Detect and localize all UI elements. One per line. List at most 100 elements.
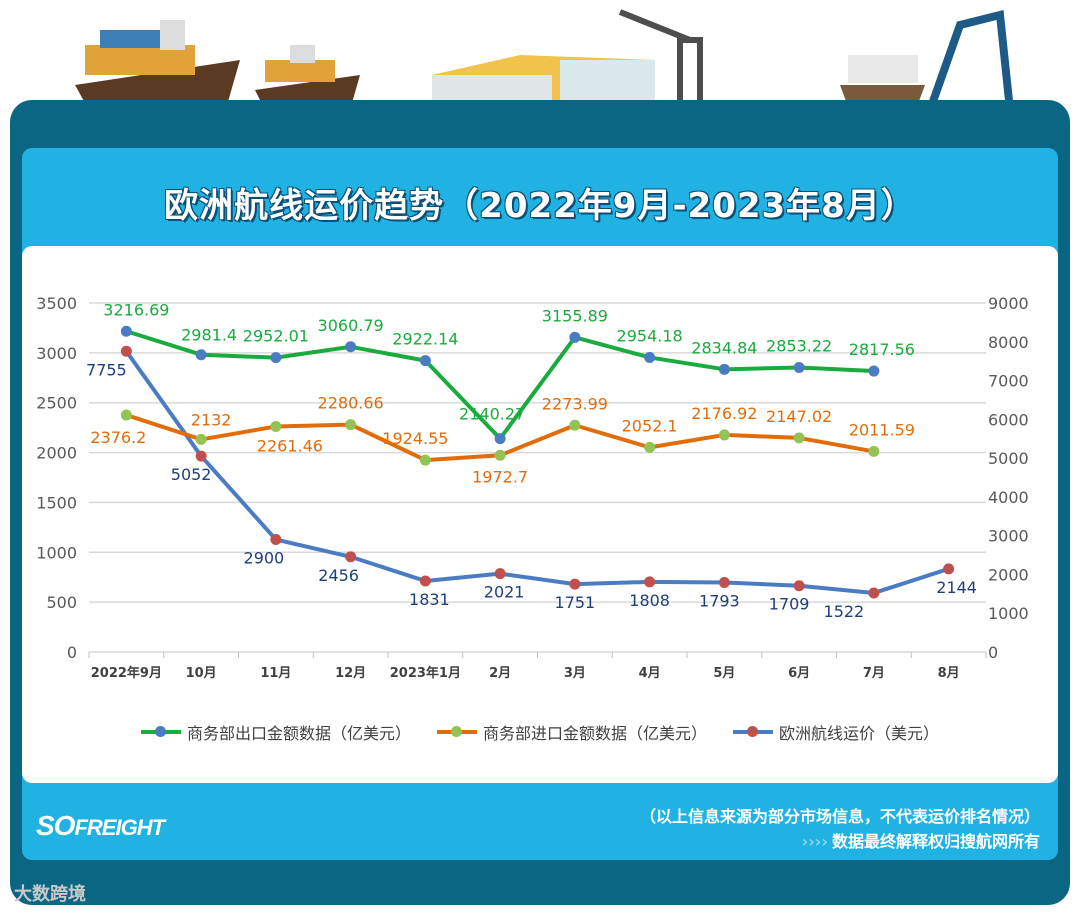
- data-point: [868, 587, 880, 599]
- data-label: 2834.84: [691, 338, 757, 357]
- x-axis-tick: 4月: [639, 666, 661, 681]
- data-label: 2456: [318, 566, 359, 585]
- data-point: [718, 363, 730, 375]
- data-point: [419, 355, 431, 367]
- data-point: [345, 341, 357, 353]
- x-axis-tick: 11月: [260, 666, 291, 681]
- legend-item: 商务部出口金额数据（亿美元）: [140, 720, 411, 744]
- crane-icon: [618, 9, 703, 110]
- watermark: 大数跨境: [14, 884, 86, 905]
- scallop-bump: [460, 862, 481, 876]
- right-axis-tick: 6000: [988, 410, 1029, 429]
- data-label: 2176.92: [691, 404, 757, 423]
- right-axis-tick: 9000: [988, 294, 1029, 313]
- series-line: [124, 350, 950, 595]
- data-point: [569, 331, 581, 343]
- x-axis-tick: 7月: [863, 666, 885, 681]
- x-axis-tick: 2022年9月: [91, 665, 162, 681]
- scallop-bump: [321, 862, 341, 876]
- data-point: [120, 409, 132, 421]
- legend-swatch: [436, 726, 477, 737]
- left-axis-tick: 1500: [36, 493, 77, 512]
- data-label: 2900: [244, 549, 285, 568]
- chart-title: 欧洲航线运价趋势（2022年9月-2023年8月）: [164, 186, 916, 226]
- legend-label: 欧洲航线运价（美元）: [779, 724, 940, 743]
- x-axis-tick: 2月: [489, 666, 511, 681]
- scallop-bump: [646, 862, 667, 876]
- scallop-bump: [228, 862, 248, 876]
- data-label: 1522: [824, 602, 865, 621]
- legend-label: 商务部出口金额数据（亿美元）: [186, 724, 411, 743]
- data-point: [494, 568, 506, 580]
- right-axis-tick: 0: [988, 643, 998, 662]
- right-axis-tick: 8000: [988, 333, 1029, 352]
- data-point: [868, 445, 880, 457]
- source-note: （以上信息来源为部分市场信息，不代表运价排名情况）: [639, 807, 1040, 826]
- data-point: [644, 351, 656, 363]
- data-label: 2376.2: [90, 428, 146, 447]
- data-point: [195, 349, 207, 361]
- data-label: 2052.1: [622, 416, 678, 435]
- left-axis-tick: 1000: [36, 543, 77, 562]
- data-point: [195, 450, 207, 462]
- data-point: [644, 576, 656, 588]
- scallop-bump: [367, 862, 388, 876]
- left-axis-tick: 2000: [36, 444, 77, 463]
- right-axis-tick: 7000: [988, 372, 1029, 391]
- legend-swatch: [733, 726, 773, 737]
- data-point: [718, 429, 730, 441]
- data-label: 2011.59: [849, 420, 915, 439]
- sofreight-logo: SOFREIGHT: [36, 810, 165, 841]
- x-axis-tick: 3月: [564, 666, 586, 681]
- scallop-bump: [507, 862, 527, 876]
- data-point: [569, 578, 581, 590]
- scallop-bump: [832, 862, 853, 876]
- scallop-bump: [925, 862, 946, 876]
- copyright-text: 数据最终解释权归搜航网所有: [831, 832, 1040, 851]
- x-axis-tick: 8月: [938, 666, 960, 681]
- data-point: [419, 575, 431, 587]
- right-axis-tick: 4000: [988, 488, 1029, 507]
- data-label: 2922.14: [392, 330, 458, 349]
- data-point: [494, 449, 506, 461]
- data-point: [793, 361, 805, 373]
- data-point: [793, 432, 805, 444]
- x-axis-tick: 5月: [713, 666, 735, 681]
- data-point: [419, 454, 431, 466]
- data-point: [270, 421, 282, 433]
- scallop-bump: [42, 862, 62, 876]
- data-point: [494, 433, 506, 445]
- scallop-bump: [879, 862, 899, 876]
- arrows-icon: ››››: [801, 832, 828, 851]
- right-axis-tick: 2000: [988, 565, 1029, 584]
- scallop-bump: [135, 862, 155, 876]
- left-axis-tick: 2500: [36, 394, 77, 413]
- data-label: 5052: [171, 465, 212, 484]
- data-label: 1709: [769, 595, 810, 614]
- data-label: 2954.18: [617, 326, 683, 345]
- data-label: 1831: [409, 590, 450, 609]
- data-point: [270, 534, 282, 546]
- left-axis-tick: 0: [67, 643, 77, 662]
- x-axis-tick: 10月: [186, 666, 217, 681]
- scallop-bump: [1018, 862, 1039, 876]
- legend-item: 商务部进口金额数据（亿美元）: [436, 720, 707, 744]
- scallop-bump: [739, 862, 760, 876]
- data-label: 1793: [699, 591, 740, 610]
- data-label: 2817.56: [849, 340, 915, 359]
- copyright-note: ›››› 数据最终解释权归搜航网所有: [802, 828, 1040, 852]
- data-label: 1924.55: [382, 429, 448, 448]
- scallop-bump: [274, 862, 295, 876]
- data-label: 2261.46: [257, 437, 323, 456]
- data-point: [345, 419, 357, 431]
- data-label: 1808: [629, 591, 670, 610]
- data-label: 2147.02: [766, 407, 832, 426]
- data-label: 2981.4: [181, 326, 237, 345]
- data-point: [569, 419, 581, 431]
- data-label: 2140.27: [459, 405, 525, 424]
- scallop-bump: [88, 862, 109, 876]
- scalloped-edge: [42, 862, 1039, 876]
- data-label: 2021: [484, 583, 525, 602]
- data-label: 3060.79: [318, 316, 384, 335]
